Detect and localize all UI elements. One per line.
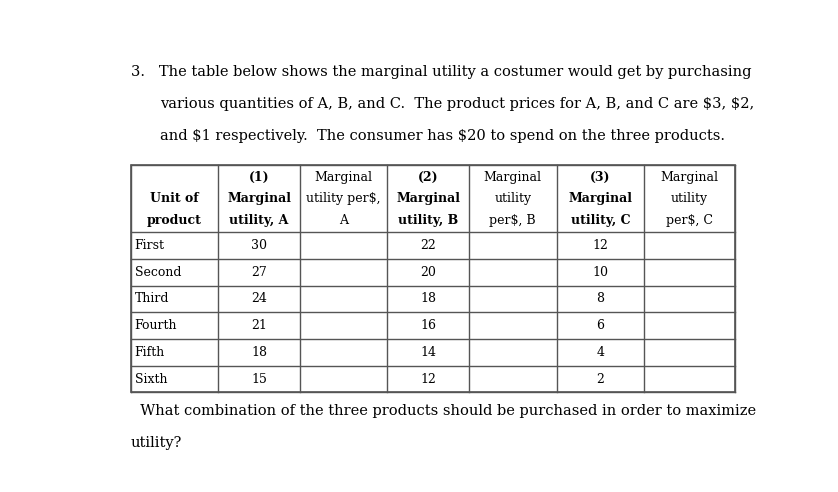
Text: 12: 12	[592, 239, 608, 252]
Text: Second: Second	[135, 266, 181, 279]
Text: Marginal: Marginal	[227, 192, 291, 205]
Text: 16: 16	[420, 319, 437, 332]
Text: 21: 21	[251, 319, 267, 332]
Text: Marginal: Marginal	[396, 192, 460, 205]
Text: 8: 8	[597, 292, 604, 306]
Text: utility: utility	[671, 192, 708, 205]
Text: 12: 12	[420, 372, 436, 386]
Text: 2: 2	[597, 372, 604, 386]
Text: (2): (2)	[418, 171, 438, 184]
Text: per$, B: per$, B	[489, 214, 536, 227]
Text: utility, A: utility, A	[230, 214, 289, 227]
Text: Third: Third	[135, 292, 169, 306]
Text: utility, B: utility, B	[398, 214, 458, 227]
Text: What combination of the three products should be purchased in order to maximize: What combination of the three products s…	[131, 404, 756, 418]
Text: First: First	[135, 239, 164, 252]
Text: Fourth: Fourth	[135, 319, 177, 332]
Text: various quantities of A, B, and C.  The product prices for A, B, and C are \$3, : various quantities of A, B, and C. The p…	[160, 97, 754, 111]
Text: 14: 14	[420, 346, 437, 359]
Text: 18: 18	[420, 292, 437, 306]
Text: (1): (1)	[249, 171, 269, 184]
Text: Sixth: Sixth	[135, 372, 167, 386]
Text: and \$1 respectively.  The consumer has \$20 to spend on the three products.: and \$1 respectively. The consumer has \…	[160, 129, 725, 143]
Text: 10: 10	[592, 266, 608, 279]
Text: 15: 15	[251, 372, 267, 386]
Text: utility per$,: utility per$,	[307, 192, 381, 205]
Text: Marginal: Marginal	[660, 171, 718, 184]
Text: utility, C: utility, C	[571, 214, 630, 227]
Text: Marginal: Marginal	[484, 171, 541, 184]
Text: product: product	[147, 214, 202, 227]
Text: A: A	[339, 214, 348, 227]
Text: 27: 27	[251, 266, 267, 279]
Text: 3.   The table below shows the marginal utility a costumer would get by purchasi: 3. The table below shows the marginal ut…	[131, 65, 751, 79]
Text: 22: 22	[421, 239, 436, 252]
Text: Marginal: Marginal	[314, 171, 373, 184]
Text: Fifth: Fifth	[135, 346, 165, 359]
Text: 6: 6	[597, 319, 604, 332]
Text: Unit of: Unit of	[150, 192, 199, 205]
Text: (3): (3)	[590, 171, 611, 184]
Text: per$, C: per$, C	[666, 214, 713, 227]
Text: Marginal: Marginal	[568, 192, 633, 205]
Text: 20: 20	[420, 266, 436, 279]
Text: utility?: utility?	[131, 436, 182, 450]
Text: 24: 24	[251, 292, 267, 306]
Text: 18: 18	[251, 346, 267, 359]
Text: utility: utility	[494, 192, 531, 205]
Text: 4: 4	[597, 346, 604, 359]
Text: 30: 30	[251, 239, 267, 252]
